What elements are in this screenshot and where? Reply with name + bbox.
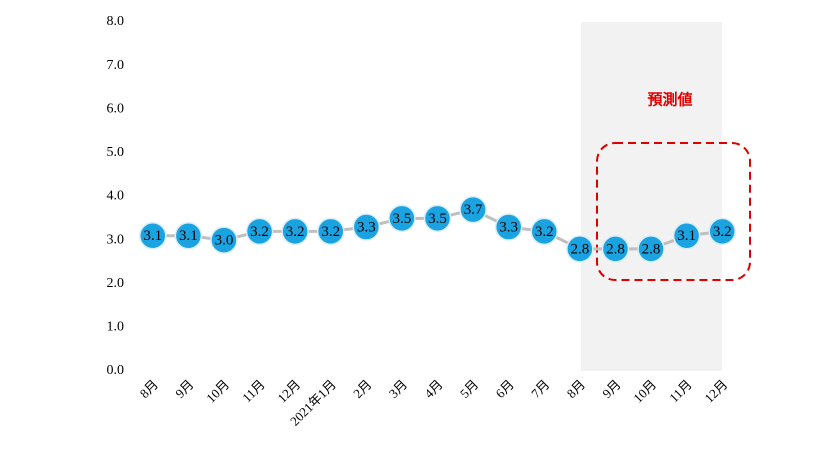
data-label: 3.1: [179, 228, 198, 244]
x-tick-label: 9月: [599, 377, 623, 401]
marker: [637, 235, 665, 263]
x-tick-label: 11月: [239, 377, 268, 406]
marker: [352, 213, 381, 241]
y-tick-label: 2.0: [107, 276, 125, 291]
data-label: 2.8: [606, 241, 625, 257]
x-tick-label: 8月: [137, 377, 161, 401]
x-tick-label: 10月: [203, 377, 232, 406]
y-tick-label: 0.0: [107, 363, 125, 378]
x-tick-label: 5月: [457, 377, 481, 401]
data-label: 3.0: [215, 233, 234, 249]
x-tick-label: 9月: [172, 377, 196, 401]
y-tick-label: 6.0: [107, 101, 125, 116]
data-label: 2.8: [570, 241, 589, 257]
y-tick-label: 8.0: [107, 14, 125, 29]
y-tick-label: 4.0: [107, 189, 125, 204]
x-tick-label: 6月: [493, 377, 517, 401]
y-tick-label: 5.0: [107, 145, 125, 160]
marker: [245, 217, 274, 246]
y-tick-label: 1.0: [107, 320, 125, 335]
marker: [388, 204, 416, 233]
marker: [316, 217, 345, 246]
marker: [281, 217, 309, 246]
x-tick-label: 2月: [350, 377, 374, 401]
marker: [566, 235, 594, 263]
forecast-box: [596, 142, 751, 281]
marker: [139, 222, 167, 250]
marker: [708, 217, 736, 246]
marker: [210, 226, 238, 254]
data-label: 3.2: [713, 224, 732, 240]
marker: [494, 213, 523, 241]
marker: [174, 222, 203, 250]
marker: [459, 195, 487, 224]
x-tick-label: 3月: [386, 377, 410, 401]
data-label: 3.2: [535, 224, 554, 240]
y-tick-label: 3.0: [107, 232, 125, 247]
x-tick-label: 7月: [528, 377, 552, 401]
forecast-shade: [581, 22, 722, 371]
marker: [530, 217, 559, 246]
x-tick-label: 10月: [630, 377, 659, 406]
data-label: 3.1: [143, 228, 162, 244]
data-label: 3.2: [286, 224, 305, 240]
x-tick-label: 12月: [701, 377, 730, 406]
x-tick-label: 4月: [421, 377, 445, 401]
data-label: 3.3: [357, 219, 376, 235]
x-tick-label: 8月: [564, 377, 588, 401]
data-label: 3.2: [321, 224, 340, 240]
x-tick-label: 11月: [666, 377, 695, 406]
data-label: 3.5: [393, 211, 412, 227]
data-label: 3.3: [499, 219, 518, 235]
data-label: 3.5: [428, 211, 447, 227]
data-label: 3.1: [677, 228, 696, 244]
marker: [423, 204, 452, 233]
annotation: 預測値: [647, 90, 692, 108]
data-label: 2.8: [642, 241, 661, 257]
marker: [601, 235, 630, 263]
x-tick-label: 12月: [274, 377, 303, 406]
data-label: 3.2: [250, 224, 269, 240]
data-label: 3.7: [464, 202, 483, 218]
y-tick-label: 7.0: [107, 58, 125, 73]
marker: [672, 222, 701, 250]
